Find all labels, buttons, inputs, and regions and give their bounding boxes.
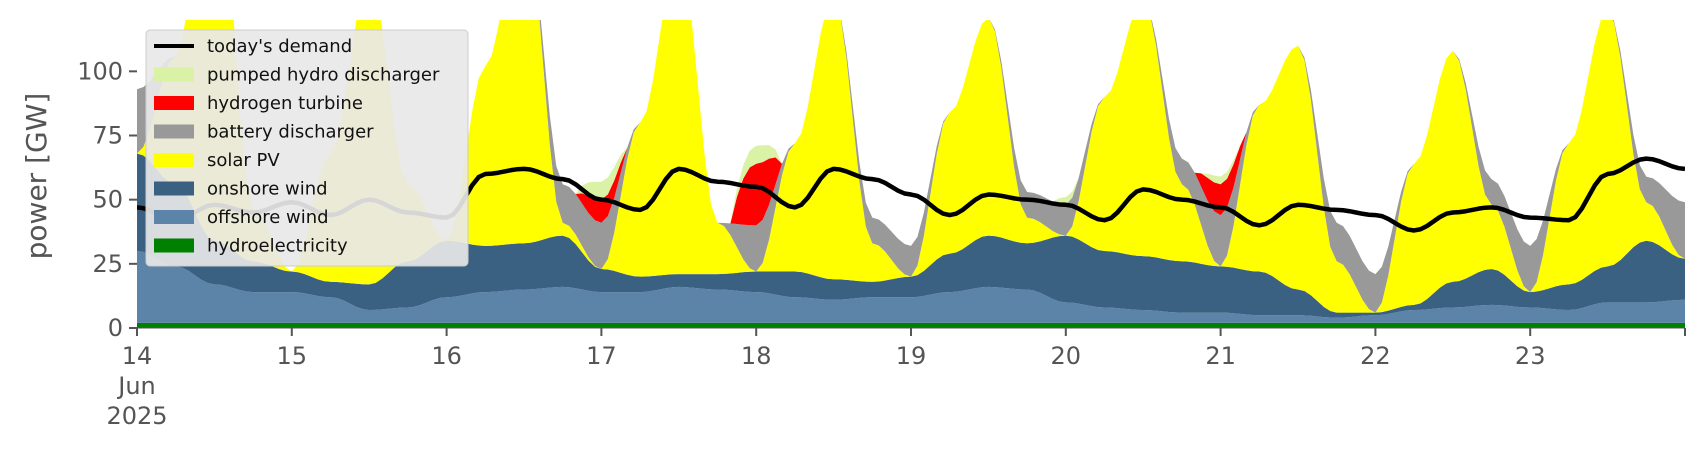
area-solar-pv [137,20,1685,313]
legend-swatch-onshore-wind [154,181,194,196]
x-tick-label: 18 [741,342,772,370]
legend-label-pumped-hydro-discharger: pumped hydro discharger [207,65,440,86]
x-tick-label: 21 [1205,342,1236,370]
legend: today's demand pumped hydro discharger hyd… [145,29,469,267]
legend-box [145,29,469,267]
x-tick-sublabel: Jun [116,372,156,400]
x-tick-label: 14 [122,342,153,370]
area-hydroelectricity [137,322,1685,328]
legend-swatch-hydroelectricity [154,238,194,253]
legend-swatch-pumped-hydro-discharger [154,67,194,82]
legend-label-hydroelectricity: hydroelectricity [207,236,348,257]
x-tick-label: 19 [896,342,927,370]
x-tick-label: 20 [1051,342,1082,370]
y-tick-label: 25 [92,250,123,278]
x-tick-label: 17 [586,342,617,370]
stacked-areas [137,20,1685,328]
legend-label-offshore-wind: offshore wind [207,207,329,228]
legend-label-onshore-wind: onshore wind [207,179,328,200]
area-onshore-wind [137,153,1685,318]
y-axis-label: power [GW] [20,93,53,260]
x-tick-label: 23 [1515,342,1546,370]
legend-swatch-offshore-wind [154,210,194,224]
area-battery-discharger [137,20,1685,313]
legend-swatch-hydrogen-turbine [154,96,194,110]
x-tick-sublabel: 2025 [106,402,167,430]
x-tick-label: 16 [431,342,462,370]
legend-label-solar-pv: solar PV [207,150,280,171]
y-tick-label: 75 [92,122,123,150]
legend-label-battery-discharger: battery discharger [207,122,374,143]
y-tick-label: 100 [77,57,123,85]
x-tick-label: 22 [1360,342,1391,370]
legend-label-today-s-demand: today's demand [207,36,352,57]
y-tick-label: 50 [92,186,123,214]
legend-swatch-solar-pv [154,153,194,167]
area-offshore-wind [137,251,1685,323]
y-tick-label: 0 [108,314,123,342]
legend-label-hydrogen-turbine: hydrogen turbine [207,93,363,114]
x-tick-label: 15 [277,342,308,370]
legend-swatch-battery-discharger [154,124,194,139]
